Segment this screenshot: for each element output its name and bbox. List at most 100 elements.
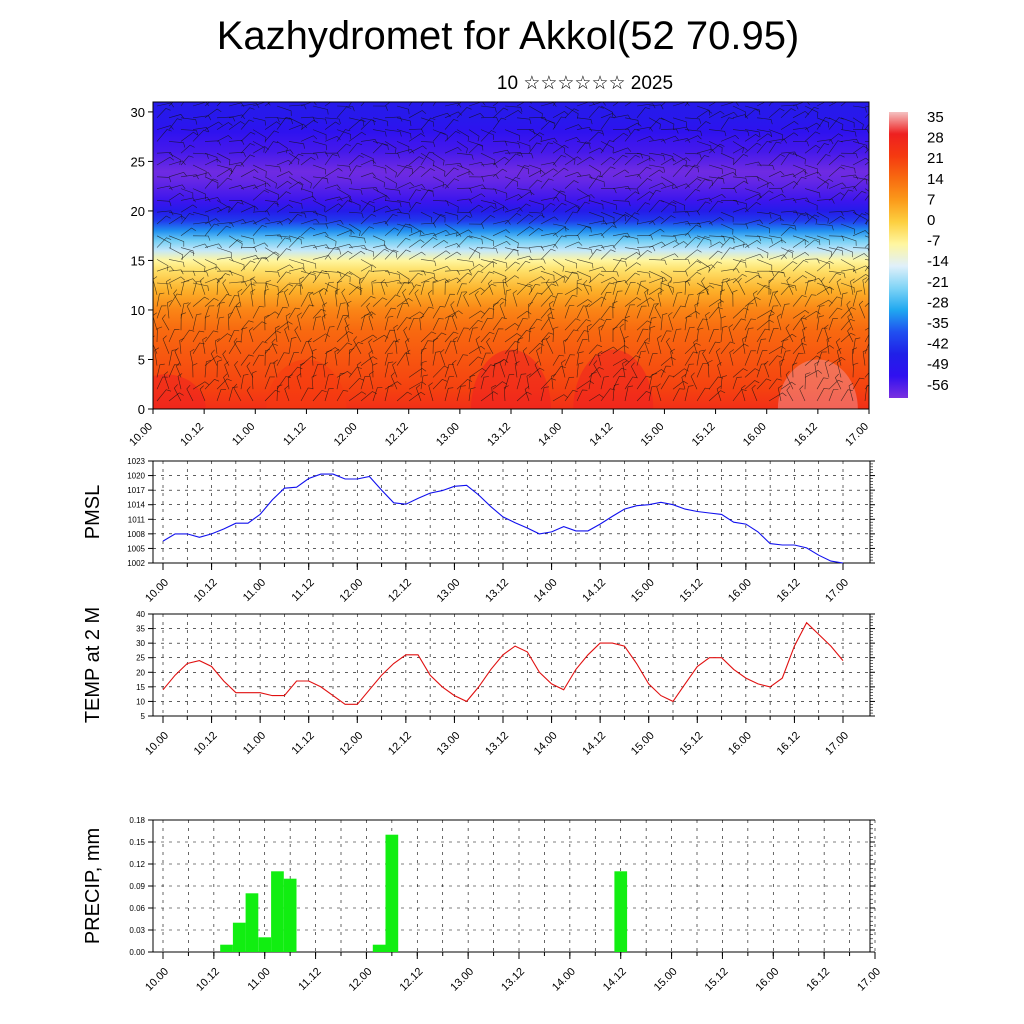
wind-barb xyxy=(276,306,288,319)
wind-barb xyxy=(468,102,486,107)
wind-barb xyxy=(408,110,427,119)
colorbar-tick-label: -35 xyxy=(927,315,949,332)
wind-barb xyxy=(852,213,867,225)
wind-barb xyxy=(552,366,566,378)
wind-barb xyxy=(708,241,724,248)
wind-barb xyxy=(204,152,218,163)
wind-barb xyxy=(240,255,260,260)
wind-barb xyxy=(780,121,799,130)
wind-barb xyxy=(288,307,301,319)
wind-barb xyxy=(323,362,328,378)
cross-section-x-axis: 10.00 10.12 11.00 11.12 12.00 12.12 13.00 13.12… xyxy=(127,409,871,449)
wind-barb xyxy=(768,239,787,248)
wind-barb xyxy=(396,223,411,236)
wind-barb xyxy=(324,374,334,390)
wind-barb xyxy=(492,206,509,213)
wind-barb xyxy=(384,188,401,196)
wind-barb xyxy=(276,271,291,284)
wind-barb xyxy=(660,201,677,213)
wind-barb xyxy=(768,211,782,222)
wind-barb xyxy=(840,129,857,137)
wind-barb xyxy=(804,258,820,264)
wind-barb xyxy=(660,365,671,378)
wind-barb xyxy=(768,328,779,343)
wind-barb xyxy=(744,297,761,307)
temp2m-frame xyxy=(152,613,871,717)
wind-barb xyxy=(612,214,630,225)
wind-barb xyxy=(648,189,661,201)
wind-barb xyxy=(540,162,557,167)
wind-barb xyxy=(468,141,484,151)
wind-barb xyxy=(216,200,230,213)
wind-barb xyxy=(240,354,254,366)
wind-barb xyxy=(336,372,346,390)
wind-barb xyxy=(420,152,435,167)
wind-barb xyxy=(384,329,395,343)
wind-barb xyxy=(780,333,797,343)
wind-barb xyxy=(420,281,430,295)
wind-barb xyxy=(696,292,705,307)
wind-barb xyxy=(684,342,701,355)
wind-barb xyxy=(516,255,533,261)
wind-barb xyxy=(744,219,764,225)
wind-barb xyxy=(732,129,750,137)
wind-barb xyxy=(672,102,690,107)
wind-barb xyxy=(168,141,186,148)
wind-barb xyxy=(204,218,220,225)
wind-barb xyxy=(324,235,337,247)
wind-barb xyxy=(804,171,822,178)
wind-barb xyxy=(216,270,233,276)
wind-barb xyxy=(492,241,511,248)
wind-barb xyxy=(216,256,234,262)
wind-barb xyxy=(396,164,414,174)
wind-barb xyxy=(156,200,172,207)
wind-barb xyxy=(396,282,410,295)
wind-barb xyxy=(156,376,168,390)
wind-barb xyxy=(672,138,691,143)
wind-barb xyxy=(612,259,627,267)
wind-barb xyxy=(504,141,521,149)
wind-barb xyxy=(480,391,499,402)
wind-barb xyxy=(816,282,832,294)
wind-barb xyxy=(384,294,401,307)
wind-barb xyxy=(264,188,279,200)
wind-barb xyxy=(684,222,702,228)
wind-barb xyxy=(233,337,242,354)
wind-barb xyxy=(672,328,682,343)
wind-barb xyxy=(360,259,373,271)
wind-barb xyxy=(228,235,243,249)
wind-barb xyxy=(216,177,233,189)
wind-barb xyxy=(785,324,794,343)
wind-barb xyxy=(180,312,187,331)
wind-barb xyxy=(624,191,640,201)
wind-barb xyxy=(300,341,312,354)
wind-barb xyxy=(768,108,785,119)
wind-barb xyxy=(516,191,535,201)
wind-barb xyxy=(624,211,639,225)
wind-barb xyxy=(240,103,260,109)
wind-barb xyxy=(864,342,869,354)
wind-barb xyxy=(516,373,527,390)
wind-barb xyxy=(696,155,710,166)
wind-barb xyxy=(696,264,716,272)
wind-barb xyxy=(780,152,795,166)
wind-barb xyxy=(624,272,640,284)
wind-barb xyxy=(576,188,591,202)
wind-barb xyxy=(240,169,259,178)
wind-barb xyxy=(288,153,304,166)
wind-barb xyxy=(468,161,485,167)
wind-barb xyxy=(336,129,351,142)
wind-barb xyxy=(588,106,604,118)
wind-barb xyxy=(252,189,269,201)
wind-barb xyxy=(660,330,672,343)
wind-barb xyxy=(396,249,411,260)
wind-barb xyxy=(742,336,747,354)
wind-barb xyxy=(499,301,506,319)
wind-barb xyxy=(828,318,838,331)
wind-barb xyxy=(228,330,240,343)
wind-barb xyxy=(204,102,211,107)
wind-barb xyxy=(372,176,385,188)
wind-barb xyxy=(545,278,554,295)
wind-barb xyxy=(732,376,742,390)
